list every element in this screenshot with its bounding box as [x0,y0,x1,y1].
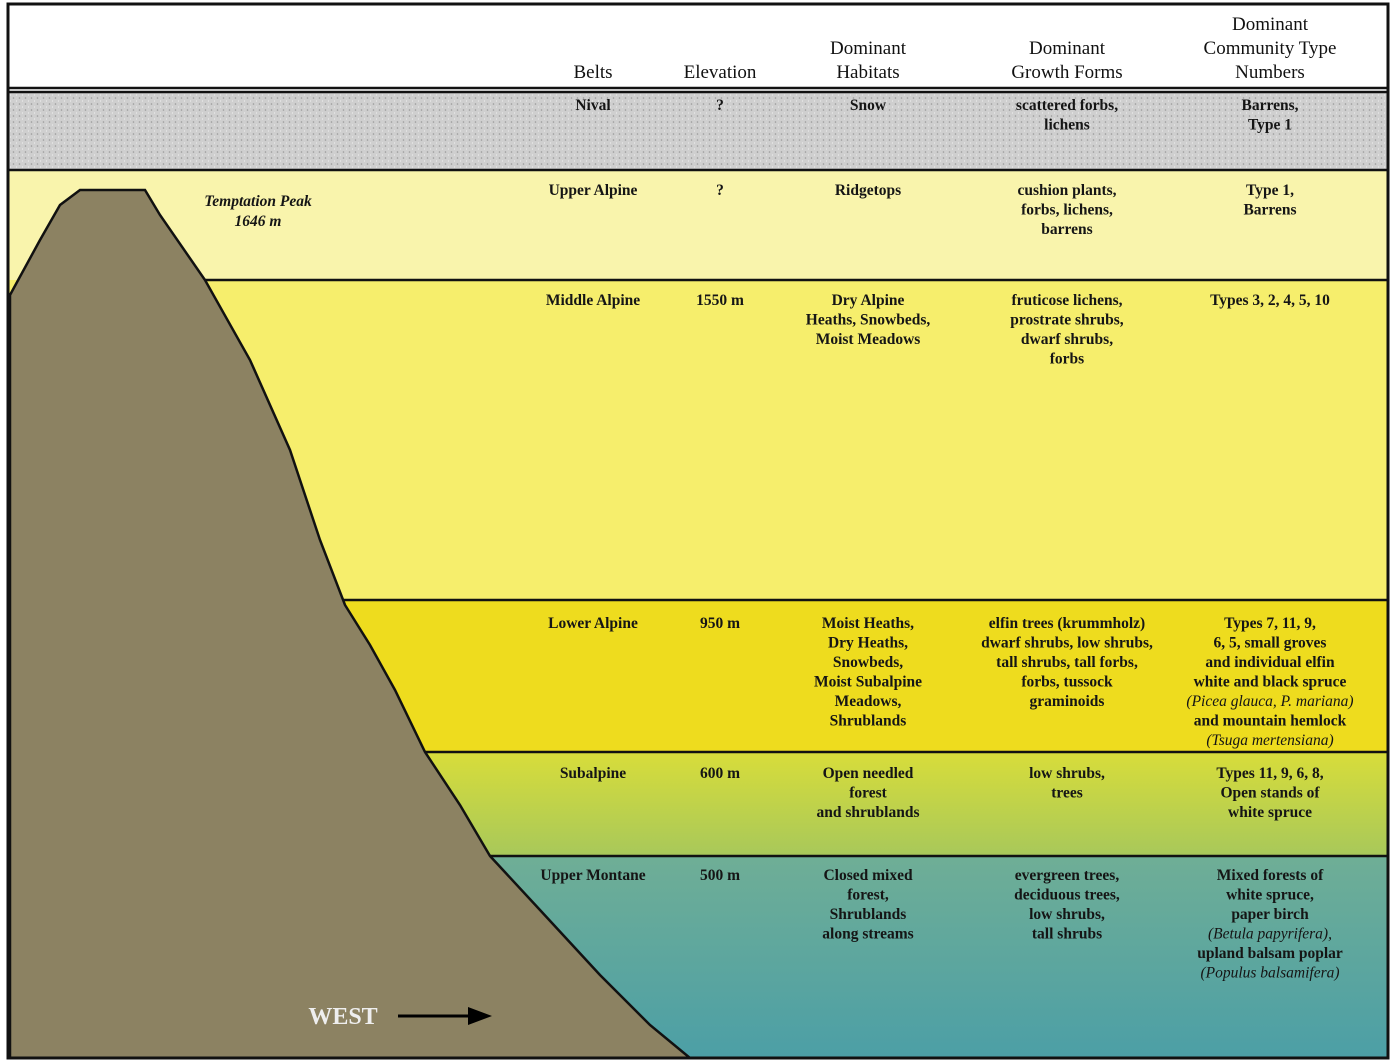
habitats-line: Moist Meadows [816,331,921,348]
growth-forms-line: dwarf shrubs, low shrubs, [981,635,1153,652]
community-types-line: white spruce, [1226,887,1314,904]
growth-forms-line: tall shrubs, tall forbs, [996,654,1138,671]
peak-elevation: 1646 m [235,213,282,230]
belt: Nival [575,97,611,114]
elevation: ? [716,97,724,114]
belt: Upper Alpine [549,182,638,199]
belt: Subalpine [560,765,626,782]
growth-forms-line: fruticose lichens, [1011,292,1122,309]
community-types-line: upland balsam poplar [1197,945,1343,962]
community-types-line: white spruce [1228,804,1312,821]
growth-forms-line: lichens [1044,117,1090,134]
peak-name: Temptation Peak [204,193,312,210]
habitats-line: forest, [847,887,889,904]
community-types-line: Mixed forests of [1217,867,1324,884]
elevation: 950 m [700,615,740,632]
column-header: Numbers [1235,62,1305,83]
habitats-line: Meadows, [835,693,902,710]
growth-forms-line: evergreen trees, [1015,867,1120,884]
band-borders [8,86,1388,858]
column-header: Dominant [1029,38,1106,59]
community-types-line: Open stands of [1220,785,1320,802]
column-header: Elevation [684,62,757,83]
habitats-line: forest [849,785,887,802]
growth-forms-line: trees [1051,785,1083,802]
growth-forms-line: dwarf shrubs, [1021,331,1113,348]
growth-forms-line: scattered forbs, [1016,97,1118,114]
habitats-line: Snowbeds, [833,654,903,671]
habitats-line: Closed mixed [823,867,913,884]
habitats-line: Snow [850,97,887,114]
habitats-line: Moist Heaths, [822,615,914,632]
direction-arrow [398,1007,492,1025]
habitats-line: and shrublands [817,804,920,821]
habitats-line: Ridgetops [835,182,901,199]
community-types-line: Type 1 [1248,117,1292,134]
growth-forms-line: prostrate shrubs, [1010,312,1124,329]
community-types-line: Barrens, [1242,97,1299,114]
growth-forms-line: forbs, lichens, [1021,202,1113,219]
column-header: Growth Forms [1011,62,1122,83]
elevation: 500 m [700,867,740,884]
habitats-line: along streams [822,926,913,943]
elevation: 600 m [700,765,740,782]
frame [6,2,1390,1060]
community-types-line: (Betula papyrifera), [1208,926,1332,943]
community-types-line: Type 1, [1246,182,1294,199]
growth-forms-line: tall shrubs [1032,926,1102,943]
growth-forms-line: deciduous trees, [1014,887,1120,904]
community-types-line: (Tsuga mertensiana) [1206,732,1333,749]
elevation: ? [716,182,724,199]
growth-forms-line: forbs [1050,351,1084,368]
direction-label: WEST [308,1004,377,1030]
upper-alpine-band [8,170,1388,280]
community-types-line: Barrens [1243,202,1296,219]
growth-forms-line: graminoids [1030,693,1105,710]
column-header: Dominant [830,38,907,59]
belt: Upper Montane [540,867,645,884]
community-types-line: and individual elfin [1205,654,1335,671]
habitats-line: Dry Heaths, [828,635,908,652]
community-types-line: and mountain hemlock [1194,713,1347,730]
habitats-line: Shrublands [830,906,907,923]
community-types-line: white and black spruce [1194,674,1347,691]
community-types-line: (Populus balsamifera) [1200,965,1339,982]
community-types-line: paper birch [1231,906,1309,923]
column-header: Community Type [1204,38,1337,59]
column-header: Habitats [836,62,899,83]
growth-forms-line: low shrubs, [1029,906,1105,923]
growth-forms-line: low shrubs, [1029,765,1105,782]
habitats-line: Heaths, Snowbeds, [806,312,931,329]
habitats-line: Moist Subalpine [814,674,922,691]
belt: Lower Alpine [548,615,638,632]
community-types-line: Types 7, 11, 9, [1224,615,1316,632]
nival-band [8,92,1388,170]
elevation: 1550 m [696,292,744,309]
column-header: Belts [573,62,612,83]
habitats-line: Dry Alpine [832,292,905,309]
community-types-line: (Picea glauca, P. mariana) [1186,693,1353,710]
belt: Middle Alpine [546,292,640,309]
community-types-line: Types 11, 9, 6, 8, [1216,765,1323,782]
community-types-line: 6, 5, small groves [1214,635,1327,652]
habitats-line: Open needled [823,765,914,782]
growth-forms-line: cushion plants, [1017,182,1116,199]
growth-forms-line: elfin trees (krummholz) [989,615,1145,632]
habitats-line: Shrublands [830,713,907,730]
mountain [8,188,694,1060]
column-header: Dominant [1232,14,1309,35]
community-types-line: Types 3, 2, 4, 5, 10 [1210,292,1330,309]
growth-forms-line: forbs, tussock [1021,674,1113,691]
growth-forms-line: barrens [1041,221,1092,238]
